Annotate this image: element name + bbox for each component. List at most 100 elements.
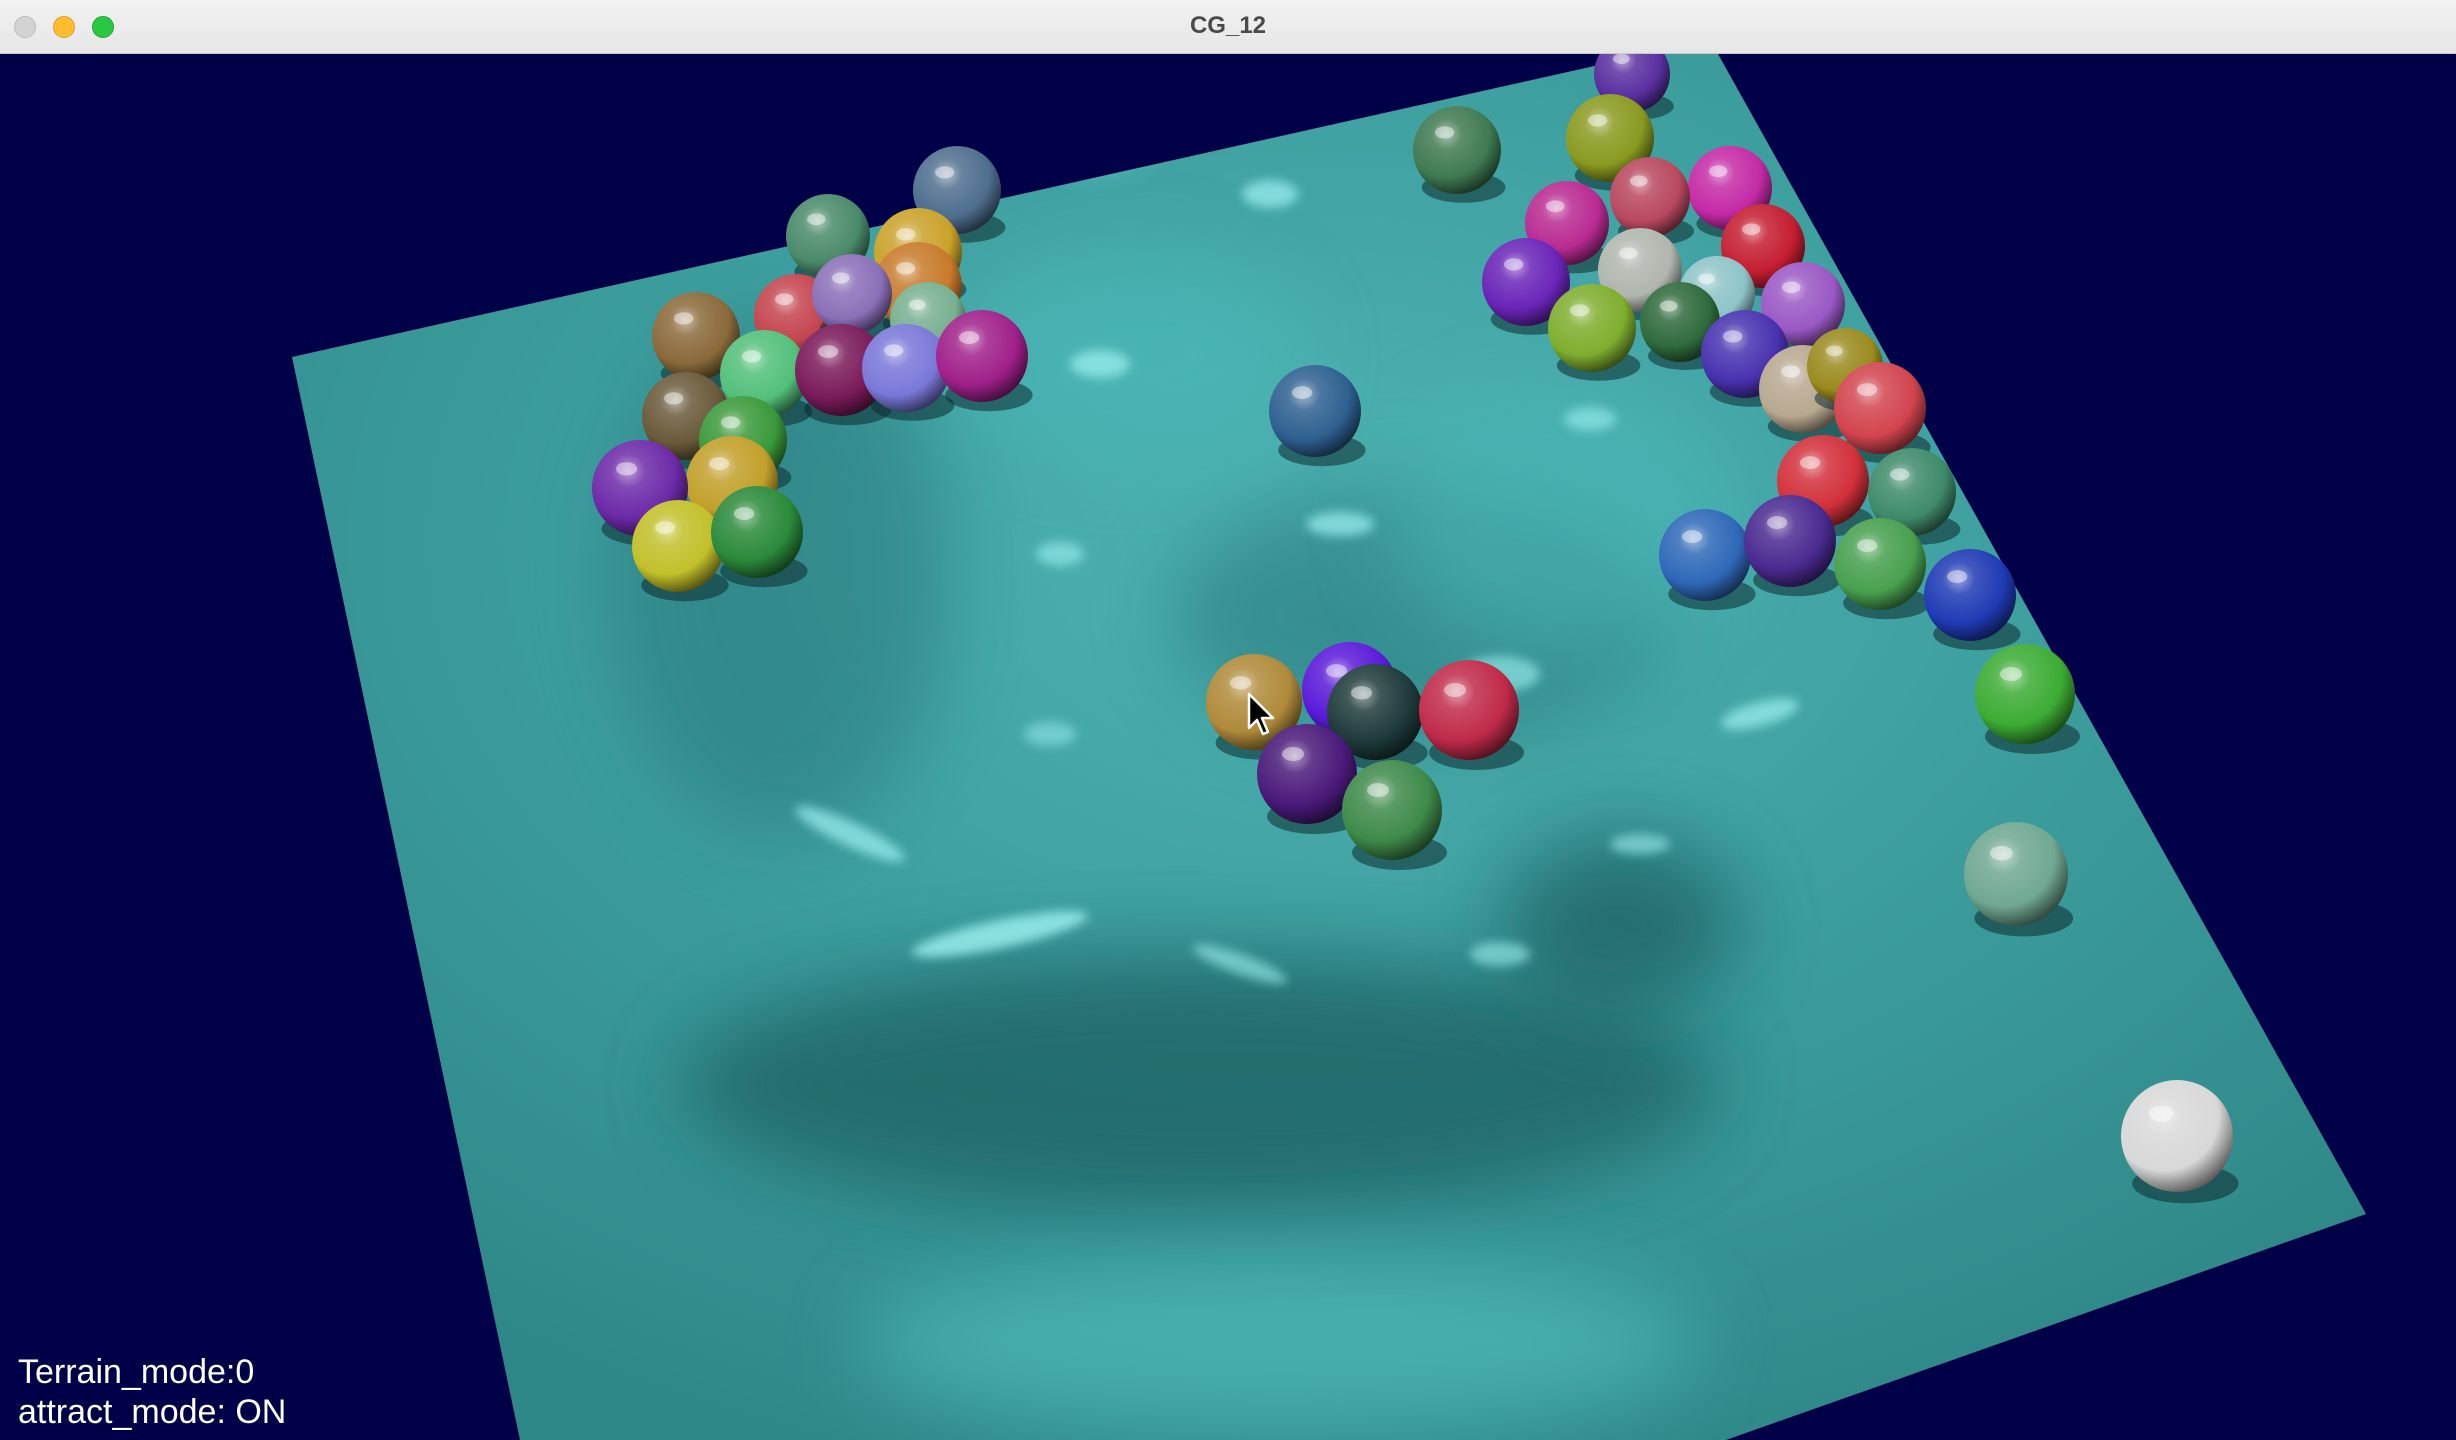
ball-highlight (884, 344, 904, 357)
ball-highlight (896, 262, 916, 275)
ball-highlight (1435, 126, 1455, 139)
ball (1975, 644, 2080, 754)
ball (1548, 284, 1641, 381)
ball (711, 486, 808, 588)
ball-sphere (632, 500, 724, 592)
ball-highlight (1444, 683, 1466, 697)
terrain-mode-label: Terrain_mode:0 (18, 1353, 255, 1391)
ball-sphere (720, 330, 808, 418)
ball-sphere (1482, 238, 1570, 326)
ball-highlight (807, 213, 826, 226)
ball (1342, 760, 1447, 870)
ball-sphere (711, 486, 803, 578)
ball-sphere (1257, 724, 1357, 824)
ball-highlight (909, 299, 926, 311)
ball-highlight (1326, 664, 1348, 678)
ball-sphere (1327, 664, 1423, 760)
ball-highlight (664, 392, 684, 405)
ball-highlight (818, 345, 839, 359)
ball (1327, 664, 1428, 770)
title-bar[interactable]: CG_12 (0, 0, 2456, 54)
ball-sphere (812, 254, 892, 334)
ball-highlight (1781, 365, 1801, 378)
attract-mode-label: attract_mode: ON (18, 1393, 287, 1431)
ball-highlight (1630, 175, 1648, 187)
ball-sphere (1761, 262, 1845, 346)
ball-highlight (1826, 345, 1843, 357)
ball-sphere (1342, 760, 1442, 860)
ball-sphere (1964, 822, 2068, 926)
ball-highlight (709, 457, 730, 471)
ball-highlight (1709, 165, 1728, 178)
ball-sphere (1924, 549, 2016, 641)
ball (936, 310, 1033, 412)
ball-sphere (1868, 448, 1956, 536)
ball-highlight (655, 521, 676, 535)
ball-highlight (1782, 281, 1801, 294)
ball-highlight (896, 228, 916, 241)
window-title: CG_12 (1189, 12, 1267, 39)
ball-sphere (1659, 509, 1751, 601)
ball (862, 324, 955, 421)
ball-highlight (1698, 273, 1715, 285)
scene-canvas[interactable] (0, 54, 2456, 1440)
ball (1419, 660, 1524, 770)
ball-highlight (734, 507, 755, 521)
ball-highlight (935, 166, 955, 179)
ball-highlight (1800, 456, 1821, 470)
ball (1269, 365, 1366, 467)
ball-highlight (1857, 539, 1878, 553)
ball-sphere (1640, 282, 1720, 362)
mouse-cursor-icon (1247, 692, 1275, 736)
render-viewport[interactable]: Terrain_mode:0 attract_mode: ON (0, 54, 2456, 1440)
ball-sphere (1413, 106, 1501, 194)
ball-highlight (1857, 383, 1878, 397)
ball-sphere (1269, 365, 1361, 457)
ball-highlight (2000, 667, 2022, 681)
minimize-button[interactable] (53, 16, 75, 38)
ball-sphere (1834, 362, 1926, 454)
ball-highlight (1230, 676, 1252, 690)
close-button[interactable] (14, 16, 36, 38)
ball-highlight (832, 272, 850, 284)
ball-highlight (1682, 530, 1703, 544)
ball-highlight (1947, 570, 1968, 584)
ball-highlight (1588, 114, 1608, 127)
ball (2121, 1080, 2239, 1204)
ball-highlight (1292, 386, 1313, 400)
ball (1744, 495, 1841, 597)
ball-highlight (1504, 258, 1524, 271)
ball-highlight (742, 350, 762, 363)
ball-highlight (1723, 330, 1743, 343)
ball (1413, 106, 1506, 203)
ball-highlight (1742, 223, 1761, 236)
ball-highlight (1660, 300, 1678, 312)
ball (795, 324, 892, 426)
ball-sphere (1548, 284, 1636, 372)
ball-sphere (936, 310, 1028, 402)
ball-highlight (1546, 200, 1565, 213)
ball-sphere (1419, 660, 1519, 760)
ball-highlight (1282, 747, 1304, 761)
ball-highlight (775, 293, 794, 306)
ball-highlight (1890, 468, 1910, 481)
ball (1659, 509, 1756, 611)
ball-highlight (1570, 304, 1590, 317)
ball-highlight (1351, 686, 1373, 700)
ball (632, 500, 729, 602)
ball-sphere (1610, 157, 1690, 237)
ball-sphere (1566, 94, 1654, 182)
zoom-button[interactable] (92, 16, 114, 38)
ball-sphere (1744, 495, 1836, 587)
ball (1868, 448, 1961, 545)
hud-overlay: Terrain_mode:0 attract_mode: ON (18, 1352, 286, 1432)
ball-highlight (959, 331, 980, 345)
ball-sphere (652, 292, 740, 380)
ball-sphere (1834, 518, 1926, 610)
ball-highlight (1619, 247, 1638, 260)
ball-sphere (1975, 644, 2075, 744)
ball (1964, 822, 2074, 937)
ball (1257, 724, 1362, 834)
ball-highlight (2149, 1105, 2174, 1122)
